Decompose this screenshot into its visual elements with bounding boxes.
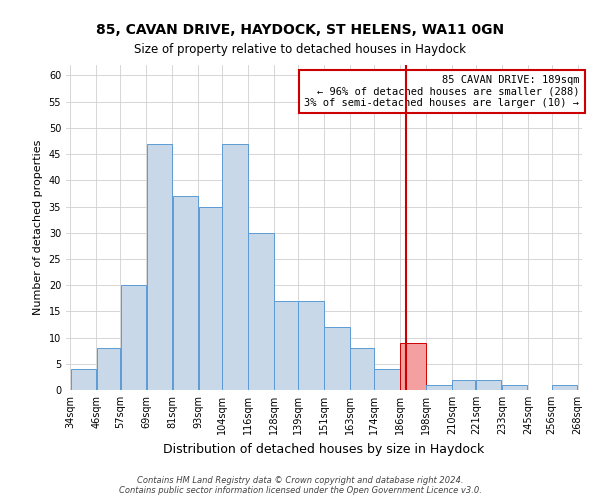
Bar xyxy=(426,385,452,390)
Bar xyxy=(199,206,222,390)
Bar xyxy=(374,369,400,390)
Text: Size of property relative to detached houses in Haydock: Size of property relative to detached ho… xyxy=(134,42,466,56)
Bar xyxy=(476,380,502,390)
Bar xyxy=(248,232,274,390)
Bar xyxy=(325,327,350,390)
X-axis label: Distribution of detached houses by size in Haydock: Distribution of detached houses by size … xyxy=(163,442,485,456)
Bar xyxy=(452,380,475,390)
Bar xyxy=(97,348,120,390)
Text: 85 CAVAN DRIVE: 189sqm
← 96% of detached houses are smaller (288)
3% of semi-det: 85 CAVAN DRIVE: 189sqm ← 96% of detached… xyxy=(304,74,580,108)
Bar xyxy=(502,385,527,390)
Bar xyxy=(400,343,425,390)
Bar xyxy=(146,144,172,390)
Bar xyxy=(552,385,577,390)
Bar xyxy=(298,301,323,390)
Y-axis label: Number of detached properties: Number of detached properties xyxy=(33,140,43,315)
Bar xyxy=(121,285,146,390)
Bar xyxy=(350,348,374,390)
Bar xyxy=(71,369,96,390)
Bar xyxy=(223,144,248,390)
Bar xyxy=(274,301,298,390)
Bar xyxy=(173,196,198,390)
Text: Contains HM Land Registry data © Crown copyright and database right 2024.
Contai: Contains HM Land Registry data © Crown c… xyxy=(119,476,481,495)
Text: 85, CAVAN DRIVE, HAYDOCK, ST HELENS, WA11 0GN: 85, CAVAN DRIVE, HAYDOCK, ST HELENS, WA1… xyxy=(96,22,504,36)
